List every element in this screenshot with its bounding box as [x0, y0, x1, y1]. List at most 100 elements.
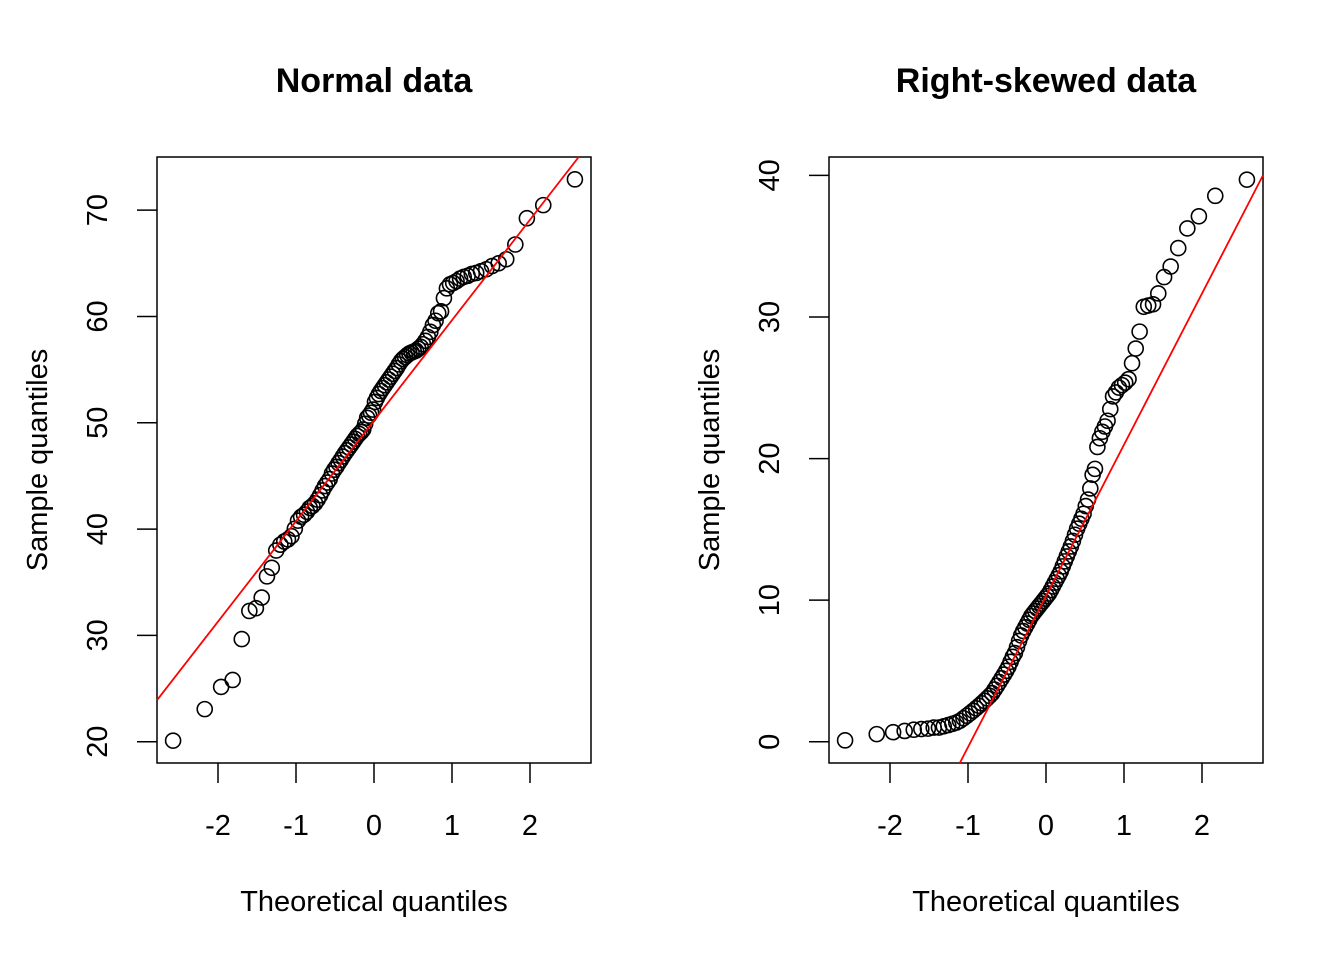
y-tick-label: 70: [82, 194, 114, 226]
data-point: [417, 332, 434, 350]
data-point: [1149, 285, 1167, 302]
reference-line: [959, 174, 1264, 764]
data-point: [868, 725, 886, 743]
data-point: [263, 559, 281, 577]
data-point: [997, 662, 1015, 680]
right-skewed-data-panel: Right-skewed data Theoretical quantiles …: [694, 62, 1264, 918]
x-tick-label: 0: [366, 810, 382, 842]
y-tick-label: 0: [754, 734, 786, 750]
data-point: [1086, 460, 1104, 478]
data-point: [995, 666, 1013, 683]
x-tick-label: 1: [444, 810, 460, 842]
data-point: [1179, 220, 1196, 237]
data-point: [1120, 370, 1137, 388]
data-point: [384, 365, 402, 383]
x-tick-label: 1: [1116, 810, 1132, 842]
data-point: [292, 508, 310, 526]
x-axis-label: Theoretical quantiles: [240, 886, 508, 918]
data-point: [429, 304, 447, 322]
y-axis-label: Sample quantiles: [694, 349, 726, 571]
data-point: [247, 599, 265, 617]
data-points: [836, 171, 1256, 749]
data-point: [1004, 648, 1022, 666]
y-tick-label: 20: [754, 442, 786, 474]
data-point: [352, 423, 370, 441]
data-point: [253, 589, 271, 606]
data-point: [358, 409, 376, 427]
y-tick-label: 30: [754, 301, 786, 333]
data-point: [258, 568, 276, 585]
x-tick-label: -1: [283, 810, 309, 842]
data-point: [164, 732, 182, 749]
data-point: [422, 323, 439, 341]
data-point: [435, 289, 453, 307]
data-point: [1127, 340, 1145, 357]
normal-data-panel: Normal data Theoretical quantiles Sample…: [22, 62, 592, 918]
data-point: [1089, 438, 1106, 456]
data-point: [336, 444, 354, 462]
reference-line: [156, 156, 580, 701]
x-tick-label: 2: [1194, 810, 1210, 842]
data-point: [884, 723, 902, 741]
data-point: [432, 303, 450, 320]
y-tick-label: 60: [82, 300, 114, 332]
data-point: [350, 425, 368, 443]
y-axis-label: Sample quantiles: [22, 349, 54, 571]
data-point: [382, 368, 400, 385]
x-axis-label: Theoretical quantiles: [912, 886, 1180, 918]
data-point: [1169, 239, 1187, 257]
chart-title: Right-skewed data: [896, 62, 1197, 100]
data-point: [1190, 207, 1208, 225]
y-tick-label: 40: [754, 159, 786, 191]
data-point: [913, 720, 930, 738]
data-point: [1082, 480, 1099, 497]
data-point: [919, 720, 937, 737]
data-point: [1206, 187, 1224, 205]
chart-title: Normal data: [276, 62, 474, 100]
data-point: [1162, 258, 1179, 275]
data-point: [196, 700, 214, 718]
data-point: [507, 236, 524, 253]
data-point: [566, 171, 584, 188]
data-point: [427, 312, 444, 330]
y-axis: 0 10 20 30 40: [754, 159, 829, 750]
y-axis: 20 30 40 50 60 70: [82, 194, 157, 758]
data-point: [1131, 323, 1148, 340]
x-tick-label: 2: [522, 810, 538, 842]
reference-line-group: [959, 174, 1264, 764]
data-point: [1099, 412, 1116, 430]
data-point: [342, 436, 360, 453]
y-tick-label: 30: [82, 619, 114, 651]
data-point: [1155, 268, 1173, 286]
y-tick-label: 50: [82, 407, 114, 439]
data-point: [1238, 171, 1256, 188]
x-tick-label: -2: [205, 810, 231, 842]
reference-line-group: [156, 156, 580, 701]
data-point: [224, 671, 241, 689]
data-point: [233, 630, 251, 648]
data-point: [896, 722, 913, 740]
data-point: [534, 196, 552, 214]
y-tick-label: 20: [82, 726, 114, 758]
y-tick-label: 10: [754, 584, 786, 616]
data-point: [518, 209, 536, 227]
data-point: [1101, 400, 1119, 418]
data-point: [319, 474, 336, 491]
plot-frame: [828, 156, 1264, 764]
data-point: [1036, 590, 1054, 607]
data-point: [1123, 354, 1141, 372]
data-point: [289, 512, 307, 529]
data-point: [340, 439, 358, 456]
data-point: [490, 255, 507, 272]
data-point: [836, 732, 854, 749]
data-point: [1116, 374, 1134, 391]
x-axis: -2 -1 0 1 2: [205, 763, 538, 842]
data-point: [364, 401, 382, 418]
x-tick-label: -2: [877, 810, 903, 842]
data-point: [362, 404, 380, 422]
plot-frame: [156, 156, 592, 764]
data-point: [1144, 295, 1162, 313]
x-axis: -2 -1 0 1 2: [877, 763, 1210, 842]
x-tick-label: 0: [1038, 810, 1054, 842]
